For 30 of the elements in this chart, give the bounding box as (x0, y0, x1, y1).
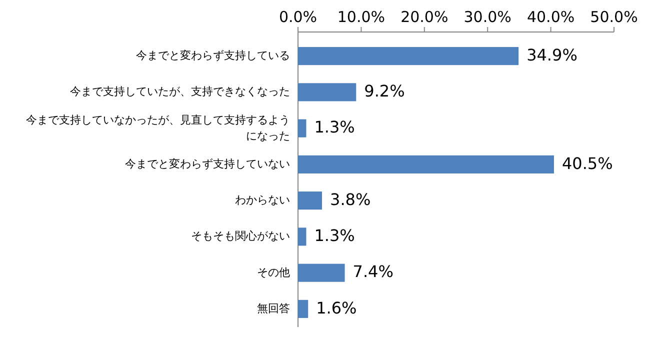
x-tick-label: 20.0% (400, 8, 448, 26)
y-tick-label: その他 (257, 266, 290, 279)
y-tick-label: 今までと変わらず支持していない (125, 157, 290, 170)
data-label: 7.4% (352, 262, 394, 282)
data-label: 1.3% (314, 226, 355, 246)
data-label: 1.3% (314, 118, 355, 137)
x-tick-label: 0.0% (278, 8, 318, 26)
bar (298, 119, 306, 138)
bar (298, 264, 345, 282)
data-label: 34.9% (526, 45, 578, 64)
bar (298, 155, 554, 174)
y-tick-label: わからない (235, 194, 290, 207)
x-tick-label: 10.0% (337, 8, 386, 26)
y-tick-label: 今まで支持していたが、支持できなくなった (70, 85, 290, 98)
y-tick-label: そもそも関心がない (191, 230, 290, 243)
y-tick-label: 今までと変わらず支持している (136, 49, 290, 62)
bar (298, 83, 356, 102)
x-tick-label: 30.0% (464, 8, 512, 26)
x-tick-label: 40.0% (526, 8, 575, 26)
data-label: 3.8% (330, 190, 371, 209)
bar (298, 228, 306, 246)
data-label: 40.5% (562, 154, 613, 173)
bar (298, 300, 308, 318)
bar (298, 192, 322, 210)
y-tick-label: 無回答 (257, 302, 290, 315)
data-label: 9.2% (364, 82, 405, 101)
y-tick-label: 今まで支持していなかったが、見直して支持するようになった (26, 113, 290, 142)
x-tick-label: 50.0% (590, 8, 638, 26)
data-label: 1.6% (316, 298, 357, 318)
bar (298, 47, 519, 66)
